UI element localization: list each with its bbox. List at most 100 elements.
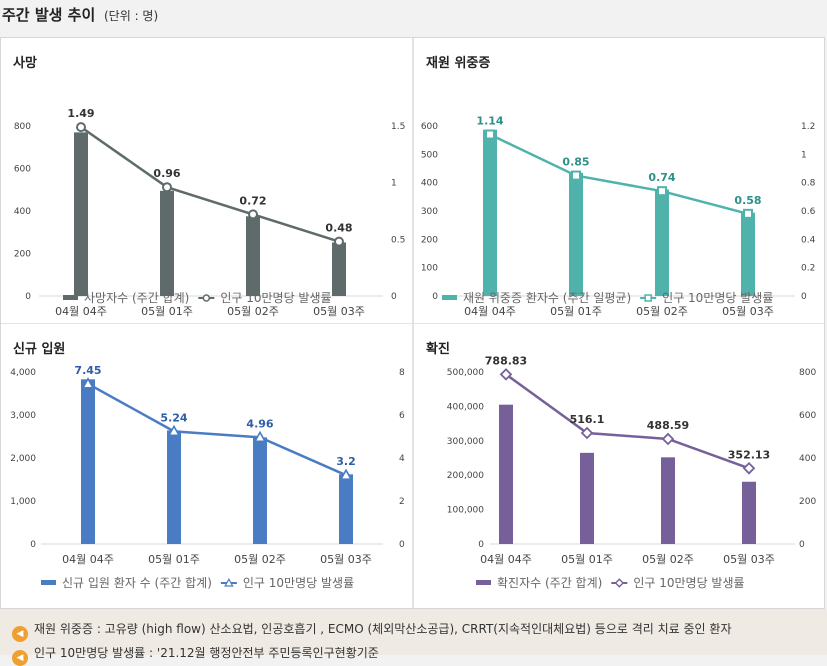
- page-title: 주간 발생 추이: [2, 6, 96, 24]
- footnote-text: 인구 10만명당 발생률 : '21.12월 행정안전부 주민등록인구현황기준: [34, 646, 379, 660]
- line-marker: [742, 462, 756, 475]
- line-marker: [253, 430, 267, 443]
- y-tick-label: 200: [14, 250, 31, 260]
- data-label: 516.1: [570, 413, 605, 426]
- y-tick-label: 0: [432, 292, 438, 302]
- data-label: 0.74: [648, 171, 675, 184]
- line-marker: [339, 468, 353, 480]
- y-tick-label: 400,000: [447, 402, 484, 412]
- y-tick-label: 600: [421, 122, 438, 132]
- legend-marker: [614, 578, 625, 588]
- bar: [339, 474, 353, 544]
- x-tick-label: 05월 02주: [234, 553, 286, 566]
- data-label: 1.49: [67, 107, 94, 120]
- y-tick-label: 600: [14, 165, 31, 175]
- y-tick-label: 300: [421, 207, 438, 217]
- legend-label: 재원 위중증 환자수 (주간 일평균): [463, 291, 631, 305]
- page-header: 주간 발생 추이 (단위 : 명): [0, 0, 827, 32]
- data-label: 1.14: [476, 115, 503, 128]
- chart-panel-critical: 0 100 200 300 400 500 600 0 0.2 0.4 0.6 0.8 1 1.2 04월 …: [414, 38, 824, 323]
- y2-tick-label: 0: [399, 540, 405, 550]
- line-marker: [499, 368, 513, 381]
- series-line: [80, 126, 340, 243]
- y2-tick-label: 0: [799, 540, 805, 550]
- y-tick-label: 400: [421, 179, 438, 189]
- x-tick-label: 05월 01주: [550, 305, 602, 318]
- bar: [167, 430, 181, 544]
- y2-tick-label: 1.2: [801, 122, 815, 132]
- chart-deaths: 0 200 400 600 800 0 0.5 1 1.5 04월 04주 05월 01주 05월 0…: [14, 107, 406, 318]
- y2-tick-label: 1: [391, 179, 397, 189]
- x-tick-label: 05월 01주: [561, 553, 613, 566]
- y2-tick-label: 4: [399, 454, 405, 464]
- legend-bar-swatch: [63, 295, 78, 300]
- line-marker: [657, 186, 667, 197]
- x-tick-label: 05월 02주: [227, 305, 279, 318]
- bar: [742, 481, 756, 544]
- y-tick-label: 200,000: [447, 471, 484, 481]
- y2-tick-label: 0.4: [801, 235, 816, 245]
- chart-confirmed: 0 100,000 200,000 300,000 400,000 500,000 0 200…: [447, 354, 817, 590]
- y2-tick-label: 0.2: [801, 264, 815, 274]
- line-marker: [248, 209, 258, 220]
- data-label: 0.48: [325, 222, 352, 235]
- y-tick-label: 300,000: [447, 437, 484, 447]
- line-marker: [167, 424, 181, 437]
- footnote-text: 재원 위중증 : 고유량 (high flow) 산소요법, 인공호흡기 , E…: [34, 622, 732, 636]
- data-label: 0.72: [239, 194, 266, 207]
- chart-critical: 0 100 200 300 400 500 600 0 0.2 0.4 0.6 0.8 1 1.2 04월 …: [421, 115, 816, 319]
- bar: [661, 457, 675, 544]
- legend-label: 인구 10만명당 발생률: [633, 576, 744, 590]
- legend-label: 인구 10만명당 발생률: [662, 291, 773, 305]
- y-tick-label: 0: [30, 540, 36, 550]
- x-tick-label: 05월 03주: [722, 305, 774, 318]
- chart-admissions: 0 1,000 2,000 3,000 4,000 0 2 4 6 8 04월 04주 05월 01주…: [10, 364, 405, 590]
- line-marker: [485, 129, 495, 140]
- y-tick-label: 0: [478, 540, 484, 550]
- y-tick-label: 400: [14, 207, 31, 217]
- line-marker: [81, 377, 95, 389]
- line-marker: [76, 122, 86, 133]
- x-tick-label: 05월 02주: [636, 305, 688, 318]
- data-label: 0.96: [153, 167, 180, 180]
- bar: [580, 452, 594, 544]
- y-tick-label: 800: [14, 122, 31, 132]
- y2-tick-label: 2: [399, 497, 405, 507]
- chart-title: 확진: [426, 342, 450, 357]
- chart-title: 사망: [13, 56, 37, 71]
- line-marker: [162, 182, 172, 193]
- y-tick-label: 500: [421, 150, 438, 160]
- chart-title: 재원 위중증: [426, 56, 491, 71]
- bar: [655, 189, 669, 296]
- y2-tick-label: 8: [399, 368, 405, 378]
- unit-label: (단위 : 명): [104, 9, 159, 23]
- legend-marker: [644, 294, 652, 302]
- y-tick-label: 4,000: [10, 368, 36, 378]
- y2-tick-label: 200: [799, 497, 816, 507]
- data-label: 788.83: [485, 354, 527, 367]
- y-tick-label: 3,000: [10, 411, 36, 421]
- data-label: 4.96: [246, 417, 273, 430]
- legend-label: 인구 10만명당 발생률: [220, 291, 331, 305]
- chart-title: 신규 입원: [13, 342, 66, 357]
- legend-label: 사망자수 (주간 합계): [84, 291, 189, 305]
- bar: [246, 216, 260, 296]
- footnote: ◀ 재원 위중증 : 고유량 (high flow) 산소요법, 인공호흡기 , …: [12, 620, 731, 642]
- legend-label: 확진자수 (주간 합계): [497, 576, 602, 590]
- bar: [569, 172, 583, 296]
- x-tick-label: 05월 03주: [313, 305, 365, 318]
- data-label: 352.13: [728, 448, 770, 461]
- y2-tick-label: 6: [399, 411, 405, 421]
- line-marker: [580, 426, 594, 440]
- line-marker: [571, 170, 581, 181]
- bar: [253, 437, 267, 544]
- chart-panel-confirmed: 0 100,000 200,000 300,000 400,000 500,000 0 200…: [414, 324, 824, 608]
- x-tick-label: 04월 04주: [62, 553, 114, 566]
- line-marker: [743, 208, 753, 219]
- y2-tick-label: 0.5: [391, 235, 405, 245]
- legend-label: 인구 10만명당 발생률: [243, 576, 354, 590]
- data-label: 3.2: [336, 455, 356, 468]
- x-tick-label: 05월 01주: [141, 305, 193, 318]
- legend-label: 신규 입원 환자 수 (주간 합계): [62, 576, 212, 590]
- y2-tick-label: 0: [391, 292, 397, 302]
